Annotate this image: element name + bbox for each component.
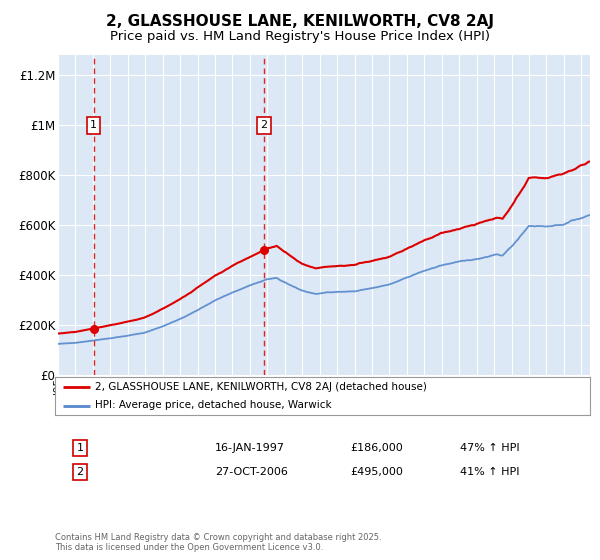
Text: 2, GLASSHOUSE LANE, KENILWORTH, CV8 2AJ: 2, GLASSHOUSE LANE, KENILWORTH, CV8 2AJ <box>106 14 494 29</box>
Text: 1: 1 <box>90 120 97 130</box>
Text: Price paid vs. HM Land Registry's House Price Index (HPI): Price paid vs. HM Land Registry's House … <box>110 30 490 43</box>
Text: Contains HM Land Registry data © Crown copyright and database right 2025.
This d: Contains HM Land Registry data © Crown c… <box>55 533 382 552</box>
Text: 27-OCT-2006: 27-OCT-2006 <box>215 467 288 477</box>
Text: HPI: Average price, detached house, Warwick: HPI: Average price, detached house, Warw… <box>95 400 332 410</box>
Text: £186,000: £186,000 <box>350 443 403 453</box>
Text: 2: 2 <box>76 467 83 477</box>
Text: £495,000: £495,000 <box>350 467 403 477</box>
Text: 2: 2 <box>260 120 268 130</box>
Text: 1: 1 <box>77 443 83 453</box>
Text: 16-JAN-1997: 16-JAN-1997 <box>215 443 285 453</box>
Text: 41% ↑ HPI: 41% ↑ HPI <box>460 467 520 477</box>
Text: 2, GLASSHOUSE LANE, KENILWORTH, CV8 2AJ (detached house): 2, GLASSHOUSE LANE, KENILWORTH, CV8 2AJ … <box>95 382 427 392</box>
Text: 47% ↑ HPI: 47% ↑ HPI <box>460 443 520 453</box>
